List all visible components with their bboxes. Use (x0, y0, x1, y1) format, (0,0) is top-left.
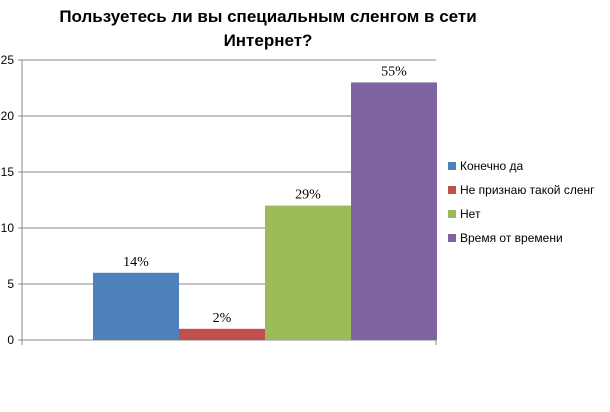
legend-swatch (448, 210, 456, 218)
legend-label: Время от времени (460, 231, 563, 245)
y-tick-label: 20 (1, 109, 15, 123)
data-label: 55% (381, 64, 407, 79)
y-tick-label: 0 (7, 333, 14, 347)
legend-label: Не признаю такой сленг (460, 183, 595, 197)
legend-swatch (448, 234, 456, 242)
y-tick-label: 10 (1, 221, 15, 235)
bar-1 (93, 272, 179, 340)
y-tick-label: 15 (1, 165, 15, 179)
bar-2 (179, 328, 265, 340)
data-labels: 14% 2% 29% 55% (123, 64, 407, 325)
bar-4 (351, 82, 437, 341)
bars (93, 82, 437, 341)
legend-label: Конечно да (460, 159, 523, 173)
y-tick-label: 5 (7, 277, 14, 291)
legend-label: Нет (460, 207, 481, 221)
chart-title-line: Интернет? (224, 31, 313, 50)
data-label: 14% (123, 255, 149, 270)
data-label: 2% (213, 311, 232, 326)
chart-title: Пользуетесь ли вы специальным сленгом в … (59, 7, 476, 50)
y-tick-label: 25 (1, 53, 15, 67)
legend-swatch (448, 186, 456, 194)
data-label: 29% (295, 188, 321, 203)
legend: Конечно да Не признаю такой сленг Нет Время… (448, 159, 595, 245)
bar-3 (265, 205, 351, 340)
chart-title-line: Пользуетесь ли вы специальным сленгом в … (59, 7, 476, 26)
legend-swatch (448, 162, 456, 170)
